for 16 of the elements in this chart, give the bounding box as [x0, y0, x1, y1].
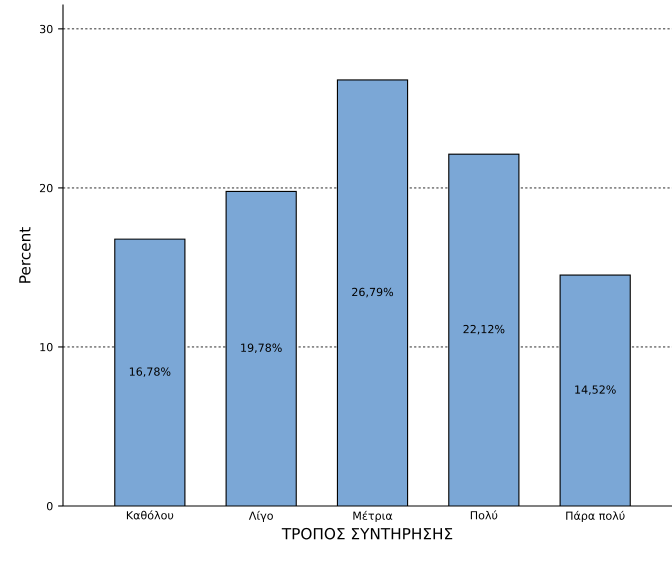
x-tick-label: Πάρα πολύ: [566, 510, 625, 522]
x-tick-label: Πολύ: [470, 510, 498, 520]
x-tick-label: Μέτρια: [353, 510, 392, 522]
data-label: 26,79%: [352, 288, 394, 298]
data-label: 16,78%: [130, 367, 170, 377]
y-tick-label: 0: [46, 502, 53, 510]
x-tick-label: Λίγο: [248, 510, 273, 522]
data-label: 22,12%: [463, 324, 504, 334]
y-axis-title: Percent: [19, 227, 31, 283]
y-tick-label: 30: [40, 24, 53, 34]
data-label: 19,78%: [241, 344, 282, 354]
data-label: 14,52%: [575, 385, 616, 395]
x-axis-title: ΤΡΟΠΟΣ ΣΥΝΤΗΡΗΣΗΣ: [282, 528, 452, 540]
y-tick-label: 10: [40, 342, 53, 352]
x-tick-label: Καθόλου: [126, 510, 174, 520]
y-tick-label: 20: [40, 184, 53, 192]
